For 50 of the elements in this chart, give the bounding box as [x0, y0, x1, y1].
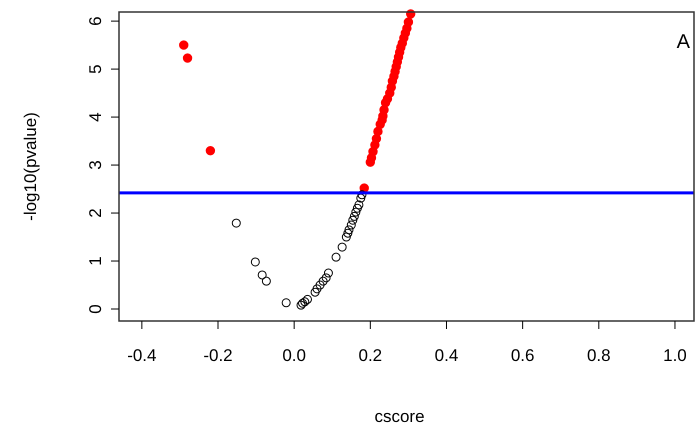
point [298, 298, 308, 308]
point [322, 273, 331, 282]
point [232, 218, 241, 228]
point [351, 208, 360, 217]
y-axis-title: -log10(pvalue) [21, 112, 40, 221]
point [316, 280, 325, 290]
point [206, 146, 216, 156]
x-tick-label: 0.0 [282, 346, 306, 365]
point [258, 270, 267, 280]
x-tick-label: 0.4 [434, 346, 458, 365]
point [332, 252, 341, 262]
annotation: A [676, 31, 691, 53]
point [250, 257, 260, 266]
point [312, 284, 322, 294]
point [310, 288, 320, 297]
x-tick-label: 0.8 [586, 346, 611, 365]
x-tick-label: -0.4 [127, 346, 156, 365]
x-tick-label: 0.6 [510, 346, 534, 365]
y-tick-label: 3 [86, 160, 105, 170]
point [282, 298, 291, 308]
point [356, 194, 366, 203]
point [348, 216, 358, 225]
x-tick-label: -0.2 [203, 346, 233, 365]
point [262, 276, 271, 286]
point [296, 300, 306, 310]
point [350, 212, 359, 221]
point [357, 190, 366, 200]
point [342, 232, 351, 242]
point [346, 220, 356, 230]
point [182, 53, 192, 63]
y-tick-label: 1 [86, 256, 105, 266]
x-tick-label: 0.2 [358, 346, 382, 365]
y-tick-label: 5 [86, 64, 105, 74]
point [354, 200, 364, 210]
point [352, 204, 362, 213]
x-axis-title: cscore [374, 407, 425, 426]
point [300, 297, 310, 306]
point [344, 225, 354, 234]
point [324, 268, 333, 278]
y-tick-label: 6 [86, 16, 105, 26]
point [302, 294, 312, 304]
point [343, 228, 352, 238]
y-tick-label: 2 [86, 208, 105, 218]
point [404, 17, 414, 27]
point [318, 276, 328, 286]
x-tick-label: 1.0 [663, 346, 687, 365]
y-tick-label: 0 [86, 304, 105, 314]
point [179, 40, 188, 50]
point [338, 242, 347, 252]
y-tick-label: 4 [86, 112, 105, 122]
